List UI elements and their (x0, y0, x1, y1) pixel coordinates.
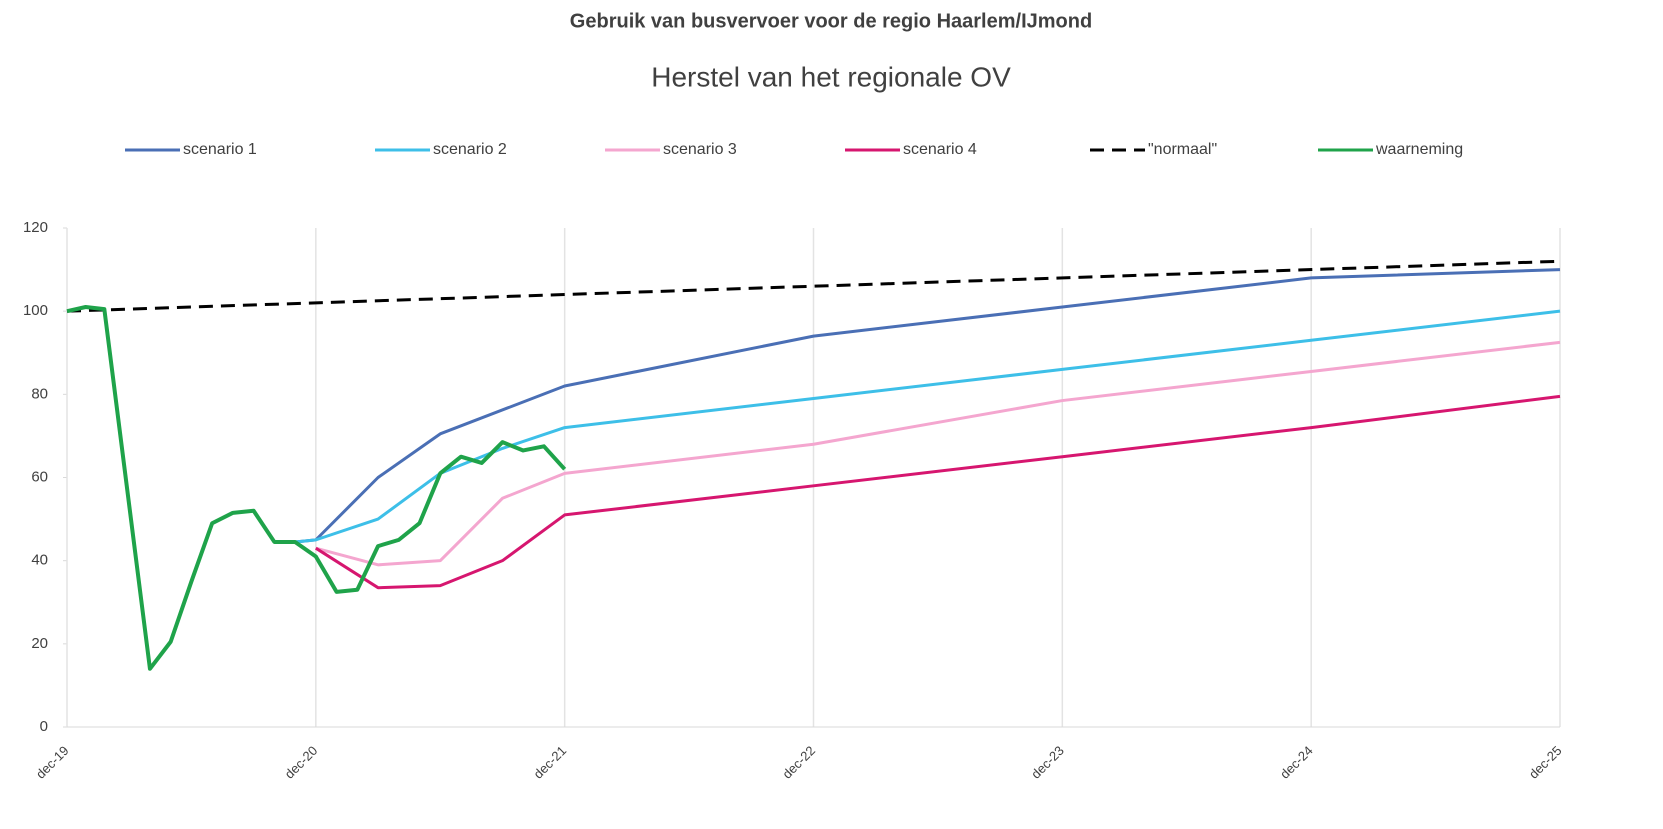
series-line (315, 340, 1561, 567)
chart-title: Gebruik van busvervoer voor de regio Haa… (570, 10, 1092, 32)
chart-subtitle: Herstel van het regionale OV (651, 61, 1011, 92)
legend-label: waarneming (1375, 141, 1463, 158)
legend-label: "normaal" (1148, 141, 1217, 158)
x-tick-label: dec-25 (1526, 743, 1565, 782)
series-line (315, 394, 1561, 590)
legend-label: scenario 3 (663, 141, 737, 158)
y-tick-label: 40 (31, 552, 48, 569)
x-tick-label: dec-21 (531, 743, 570, 782)
x-tick-label: dec-20 (282, 743, 321, 782)
y-tick-label: 120 (23, 219, 48, 236)
y-tick-label: 60 (31, 468, 48, 485)
series-line (66, 305, 567, 671)
legend-label: scenario 1 (183, 141, 257, 158)
y-tick-label: 0 (40, 718, 48, 735)
series-line (294, 309, 1561, 544)
series-line (66, 259, 1561, 313)
legend-label: scenario 4 (903, 141, 977, 158)
x-tick-label: dec-22 (779, 743, 818, 782)
x-tick-label: dec-19 (33, 743, 72, 782)
y-tick-label: 80 (31, 385, 48, 402)
x-tick-label: dec-23 (1028, 743, 1067, 782)
y-tick-label: 100 (23, 302, 48, 319)
series-line (294, 268, 1561, 544)
legend-label: scenario 2 (433, 141, 507, 158)
y-tick-label: 20 (31, 635, 48, 652)
x-tick-label: dec-24 (1277, 743, 1316, 782)
